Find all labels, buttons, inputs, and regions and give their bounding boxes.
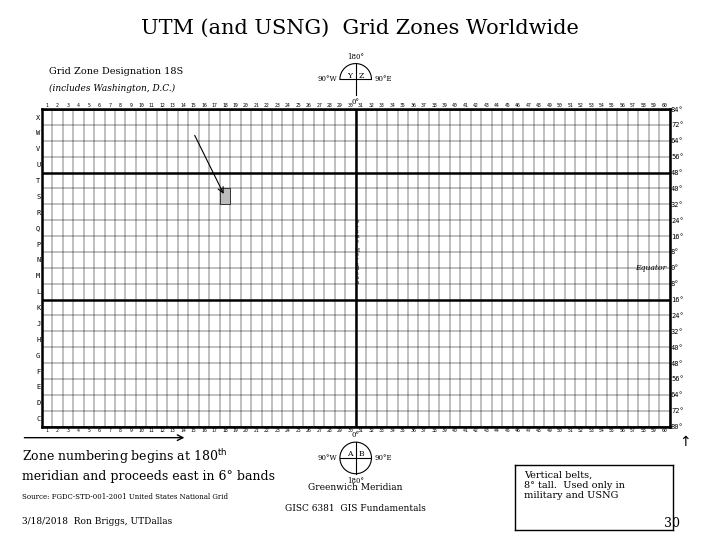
Text: 90°W: 90°W [317,454,337,462]
Text: 0°: 0° [351,98,360,106]
Text: B: B [359,450,364,458]
Text: 90°W: 90°W [317,76,337,83]
Text: 180°: 180° [347,52,364,60]
Text: Greenwich Meridian: Greenwich Meridian [308,483,403,492]
Text: 180°: 180° [347,477,364,485]
Text: A: A [347,450,352,458]
Text: Source: FGDC-STD-001-2001 United States National Grid: Source: FGDC-STD-001-2001 United States … [22,493,228,501]
Bar [220,188,230,204]
Text: 3/18/2018  Ron Briggs, UTDallas: 3/18/2018 Ron Briggs, UTDallas [22,517,172,526]
Text: Zone numbering begins at 180$^{\mathrm{th}}$: Zone numbering begins at 180$^{\mathrm{t… [22,447,227,466]
Text: Y: Y [347,72,352,80]
Text: ↑: ↑ [680,435,691,449]
Text: 0°: 0° [351,431,360,439]
Text: (includes Washington, D.C.): (includes Washington, D.C.) [49,84,175,93]
Text: 90°E: 90°E [374,454,392,462]
Text: UTM (and USNG)  Grid Zones Worldwide: UTM (and USNG) Grid Zones Worldwide [141,19,579,38]
Text: Equator: Equator [635,264,667,272]
Text: Grid Zone Designation 18S: Grid Zone Designation 18S [49,66,183,76]
Text: 30: 30 [665,517,680,530]
Text: Z: Z [359,72,364,80]
Text: GISC 6381  GIS Fundamentals: GISC 6381 GIS Fundamentals [285,504,426,513]
Text: Vertical belts,
8° tall.  Used only in
military and USNG: Vertical belts, 8° tall. Used only in mi… [524,471,625,501]
Text: meridian and proceeds east in 6° bands: meridian and proceeds east in 6° bands [22,470,274,483]
Text: 90°E: 90°E [374,76,392,83]
Text: P
r
i
m
e
 
M
e
r
i
d
i
a
n: P r i m e M e r i d i a n [355,220,360,285]
